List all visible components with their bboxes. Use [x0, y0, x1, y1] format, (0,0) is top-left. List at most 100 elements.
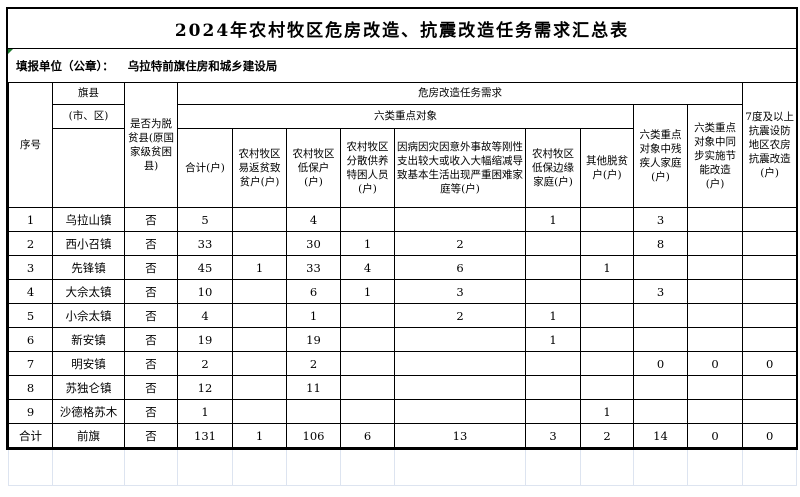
table-cell — [232, 231, 287, 256]
table-cell — [232, 207, 287, 232]
table-cell: 2 — [8, 231, 53, 256]
ghost-cell — [580, 450, 634, 486]
ghost-cell — [742, 450, 797, 486]
table-cell — [394, 327, 526, 352]
table-cell — [580, 327, 634, 352]
town-name-cell: 苏独仑镇 — [52, 375, 125, 400]
ghost-cell — [232, 450, 287, 486]
table-cell — [742, 375, 798, 400]
table-cell: 1 — [340, 231, 395, 256]
table-cell: 否 — [124, 351, 178, 376]
table-cell: 4 — [286, 207, 341, 232]
table-cell — [340, 351, 395, 376]
data-row: 9 沙德格苏木否 1 1 — [8, 399, 798, 424]
table-cell: 12 — [177, 375, 233, 400]
header-rigid-expense: 因病因灾因意外事故等刚性支出较大或收入大幅缩减导致基本生活出现严重困难家庭等(户… — [394, 128, 526, 208]
table-cell — [633, 255, 688, 280]
header-county-line2: (市、区) — [52, 104, 125, 129]
table-cell: 合计 — [8, 423, 53, 448]
table-cell: 1 — [580, 399, 634, 424]
empty-grid-row — [8, 450, 797, 486]
table-cell — [686, 255, 744, 280]
table-cell: 否 — [124, 303, 178, 328]
table-cell: 0 — [686, 351, 744, 376]
data-row: 8 苏独仑镇否 12 11 — [8, 375, 798, 400]
town-name-cell: 明安镇 — [52, 351, 125, 376]
header-energy-saving: 六类重点对象中同步实施节能改造(户) — [686, 104, 744, 208]
table-cell: 否 — [124, 375, 178, 400]
table-cell: 131 — [177, 423, 233, 448]
table-cell: 7 — [8, 351, 53, 376]
table-cell — [742, 279, 798, 304]
reporting-unit-label: 填报单位（公章）： — [16, 58, 114, 73]
table-cell — [340, 207, 395, 232]
page-title: 2024年农村牧区危房改造、抗震改造任务需求汇总表 — [8, 9, 796, 49]
table-cell: 2 — [394, 303, 526, 328]
table-cell: 否 — [124, 423, 178, 448]
table-cell: 10 — [177, 279, 233, 304]
table-cell — [232, 303, 287, 328]
ghost-cell — [286, 450, 341, 486]
header-county-line1: 旗县 — [52, 82, 125, 105]
table-cell — [340, 327, 395, 352]
header-other-poverty: 其他脱贫户(户) — [580, 128, 634, 208]
table-cell — [742, 327, 798, 352]
table-cell — [394, 375, 526, 400]
data-row: 1 乌拉山镇否 5 4 1 3 — [8, 207, 798, 232]
table-cell: 1 — [525, 207, 581, 232]
table-cell — [633, 303, 688, 328]
table-cell: 5 — [177, 207, 233, 232]
table-cell: 13 — [394, 423, 526, 448]
table-cell — [394, 399, 526, 424]
table-cell — [686, 207, 744, 232]
ghost-row — [8, 450, 797, 486]
data-row: 3 先锋镇否 45 1 33 4 6 1 — [8, 255, 798, 280]
table-cell: 4 — [340, 255, 395, 280]
town-name-cell: 乌拉山镇 — [52, 207, 125, 232]
summary-table: 2024年农村牧区危房改造、抗震改造任务需求汇总表 填报单位（公章）： 乌拉特前… — [6, 7, 798, 450]
town-name-cell: 沙德格苏木 — [52, 399, 125, 424]
table-cell: 2 — [580, 423, 634, 448]
table-cell: 1 — [525, 327, 581, 352]
table-cell: 3 — [633, 279, 688, 304]
town-name-cell: 小佘太镇 — [52, 303, 125, 328]
table-cell: 6 — [286, 279, 341, 304]
table-cell — [580, 351, 634, 376]
table-cell — [580, 231, 634, 256]
table-cell: 1 — [8, 207, 53, 232]
table-cell: 8 — [8, 375, 53, 400]
ghost-cell — [124, 450, 178, 486]
table-cell: 19 — [286, 327, 341, 352]
header-disabled-family: 六类重点对象中残疾人家庭(户) — [633, 104, 688, 208]
table-cell: 4 — [177, 303, 233, 328]
table-cell — [232, 351, 287, 376]
table-cell — [232, 399, 287, 424]
cell-error-indicator-icon — [8, 49, 13, 54]
table-cell — [340, 375, 395, 400]
summary-sheet: 2024年农村牧区危房改造、抗震改造任务需求汇总表 填报单位（公章）： 乌拉特前… — [6, 7, 798, 486]
table-cell — [525, 351, 581, 376]
table-cell: 8 — [633, 231, 688, 256]
table-cell: 30 — [286, 231, 341, 256]
table-cell: 0 — [633, 351, 688, 376]
header-seismic: 7度及以上抗震设防地区农房抗震改造(户) — [742, 82, 798, 208]
ghost-cell — [52, 450, 125, 486]
table-cell: 1 — [580, 255, 634, 280]
table-cell: 6 — [394, 255, 526, 280]
table-cell — [286, 399, 341, 424]
table-cell: 3 — [394, 279, 526, 304]
table-cell — [340, 399, 395, 424]
header-seq: 序号 — [8, 82, 53, 208]
town-name-cell: 大佘太镇 — [52, 279, 125, 304]
ghost-cell — [8, 450, 53, 486]
table-cell — [742, 231, 798, 256]
reporting-unit-value: 乌拉特前旗住房和城乡建设局 — [127, 58, 278, 73]
table-cell: 1 — [232, 423, 287, 448]
table-cell — [394, 351, 526, 376]
table-cell — [232, 279, 287, 304]
table-cell — [686, 399, 744, 424]
table-cell — [232, 327, 287, 352]
table-cell — [525, 255, 581, 280]
header-poverty-county: 是否为脱贫县(原国家级贫困县) — [124, 82, 178, 208]
table-cell: 1 — [525, 303, 581, 328]
